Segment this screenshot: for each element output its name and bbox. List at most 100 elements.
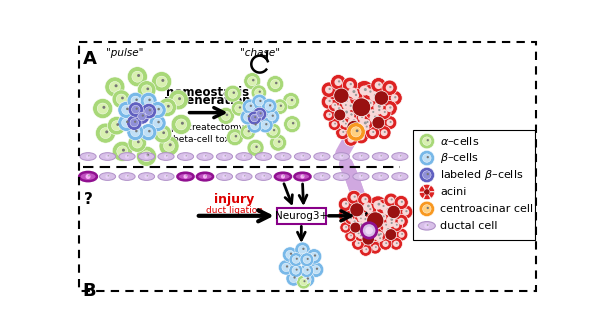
Circle shape <box>350 194 358 201</box>
Circle shape <box>358 242 359 244</box>
Circle shape <box>164 174 168 179</box>
Circle shape <box>125 174 129 179</box>
Circle shape <box>278 140 280 143</box>
Circle shape <box>184 154 188 159</box>
Circle shape <box>316 267 318 270</box>
Circle shape <box>366 89 373 96</box>
Circle shape <box>377 231 383 238</box>
Circle shape <box>422 171 431 179</box>
Circle shape <box>301 154 305 159</box>
Circle shape <box>383 226 392 235</box>
Circle shape <box>385 224 387 226</box>
Circle shape <box>141 103 157 119</box>
Circle shape <box>126 108 128 110</box>
Circle shape <box>334 78 342 86</box>
Circle shape <box>352 206 370 224</box>
Circle shape <box>362 124 370 131</box>
Circle shape <box>255 145 258 148</box>
Circle shape <box>281 154 285 159</box>
Circle shape <box>359 154 363 159</box>
Circle shape <box>372 227 379 233</box>
Circle shape <box>352 92 359 100</box>
Circle shape <box>138 112 146 121</box>
Circle shape <box>137 74 140 77</box>
Circle shape <box>122 105 131 114</box>
Wedge shape <box>423 184 430 192</box>
Circle shape <box>393 240 400 247</box>
Circle shape <box>370 113 379 123</box>
Circle shape <box>247 111 262 125</box>
Circle shape <box>345 213 356 225</box>
Circle shape <box>419 134 434 149</box>
Ellipse shape <box>334 153 350 160</box>
Circle shape <box>269 127 277 135</box>
Circle shape <box>358 232 359 234</box>
Circle shape <box>292 256 300 264</box>
Circle shape <box>353 220 356 223</box>
Circle shape <box>362 203 377 217</box>
Circle shape <box>383 116 397 130</box>
Circle shape <box>378 201 397 220</box>
Circle shape <box>321 94 337 110</box>
Circle shape <box>358 213 372 227</box>
Circle shape <box>254 116 256 118</box>
Circle shape <box>153 106 163 115</box>
Circle shape <box>389 106 392 109</box>
Circle shape <box>244 128 252 136</box>
Circle shape <box>331 121 338 127</box>
Circle shape <box>235 104 243 113</box>
Circle shape <box>269 104 271 107</box>
Text: ductal cell: ductal cell <box>440 221 497 231</box>
Circle shape <box>169 90 188 110</box>
Circle shape <box>286 250 294 259</box>
Circle shape <box>348 117 358 127</box>
Circle shape <box>299 272 314 287</box>
Circle shape <box>228 89 238 98</box>
Circle shape <box>88 175 89 177</box>
Wedge shape <box>419 192 427 199</box>
Text: duct ligation: duct ligation <box>206 206 263 215</box>
Circle shape <box>384 111 386 113</box>
Text: ?: ? <box>83 192 92 207</box>
Circle shape <box>157 121 160 123</box>
Circle shape <box>364 86 385 106</box>
Circle shape <box>335 126 350 139</box>
Circle shape <box>276 102 284 111</box>
Circle shape <box>367 212 384 229</box>
Circle shape <box>369 102 371 104</box>
Circle shape <box>355 114 374 134</box>
Circle shape <box>283 92 299 110</box>
Circle shape <box>248 76 257 86</box>
Circle shape <box>286 271 301 286</box>
Circle shape <box>272 99 287 114</box>
Circle shape <box>342 120 344 122</box>
Circle shape <box>122 149 125 152</box>
Circle shape <box>422 154 431 162</box>
Circle shape <box>142 85 152 95</box>
Circle shape <box>372 116 385 129</box>
Circle shape <box>128 134 146 152</box>
Circle shape <box>300 253 314 267</box>
Circle shape <box>162 102 172 113</box>
Circle shape <box>356 221 365 230</box>
Circle shape <box>274 138 283 147</box>
Circle shape <box>370 91 379 101</box>
Circle shape <box>424 223 430 229</box>
Circle shape <box>352 228 364 240</box>
Circle shape <box>205 155 206 157</box>
Ellipse shape <box>139 173 155 180</box>
Text: "chase": "chase" <box>240 48 280 58</box>
Circle shape <box>247 118 262 133</box>
Circle shape <box>358 216 363 222</box>
Circle shape <box>145 107 153 115</box>
Circle shape <box>296 258 298 260</box>
Circle shape <box>380 109 388 116</box>
Wedge shape <box>427 192 434 198</box>
Circle shape <box>344 109 357 121</box>
Circle shape <box>379 237 381 239</box>
Circle shape <box>137 140 140 143</box>
Circle shape <box>369 129 376 136</box>
Circle shape <box>375 246 377 248</box>
Ellipse shape <box>256 173 272 180</box>
Circle shape <box>242 99 257 114</box>
